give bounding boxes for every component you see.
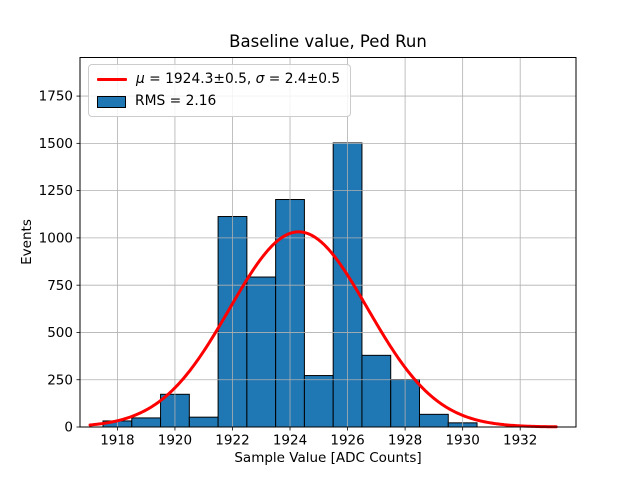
y-tick-label-1750: 1750 (39, 89, 73, 105)
x-tick-label-1920: 1920 (158, 433, 192, 449)
y-tick-label-500: 500 (47, 325, 73, 341)
legend-entry-fit: μ = 1924.3±0.5, σ = 2.4±0.5 (97, 72, 340, 87)
legend: μ = 1924.3±0.5, σ = 2.4±0.5 RMS = 2.16 (88, 64, 352, 117)
y-tick-label-1500: 1500 (39, 136, 73, 152)
x-tick-label-1922: 1922 (215, 433, 249, 449)
legend-histogram-patch-sample (97, 95, 126, 108)
x-tick-label-1926: 1926 (330, 433, 364, 449)
chart-title: Baseline value, Ped Run (229, 32, 427, 51)
y-tick-label-1000: 1000 (39, 231, 73, 247)
histogram-bar-1919 (131, 417, 162, 428)
y-tick-label-750: 750 (47, 278, 73, 294)
legend-fit-line-sample (97, 78, 127, 81)
legend-rms-label: RMS = 2.16 (135, 93, 217, 109)
x-tick-label-1930: 1930 (445, 433, 479, 449)
histogram-bar-1927 (361, 354, 392, 428)
histogram-bar-1929 (418, 413, 449, 428)
y-tick-label-1250: 1250 (39, 183, 73, 199)
x-tick-label-1924: 1924 (273, 433, 307, 449)
y-tick-label-0: 0 (64, 420, 73, 436)
mu-symbol: μ (136, 71, 145, 87)
gaussian-fit-curve (88, 230, 558, 429)
histogram-bar-1925 (303, 375, 334, 428)
y-axis-label: Events (19, 219, 35, 265)
sigma-symbol: σ (255, 71, 265, 87)
legend-fit-label: μ = 1924.3±0.5, σ = 2.4±0.5 (136, 72, 340, 87)
sigma-value-text: = 2.4±0.5 (264, 71, 341, 87)
histogram-bar-1923 (246, 276, 277, 428)
x-tick-label-1928: 1928 (388, 433, 422, 449)
x-axis-label: Sample Value [ADC Counts] (234, 450, 422, 466)
legend-entry-rms: RMS = 2.16 (97, 94, 340, 109)
mu-value-text: = 1924.3±0.5, (144, 71, 256, 87)
x-tick-label-1932: 1932 (503, 433, 537, 449)
plot-border (79, 57, 577, 428)
y-tick-label-250: 250 (47, 372, 73, 388)
histogram-bar-1921 (188, 416, 219, 428)
x-tick-label-1918: 1918 (100, 433, 134, 449)
